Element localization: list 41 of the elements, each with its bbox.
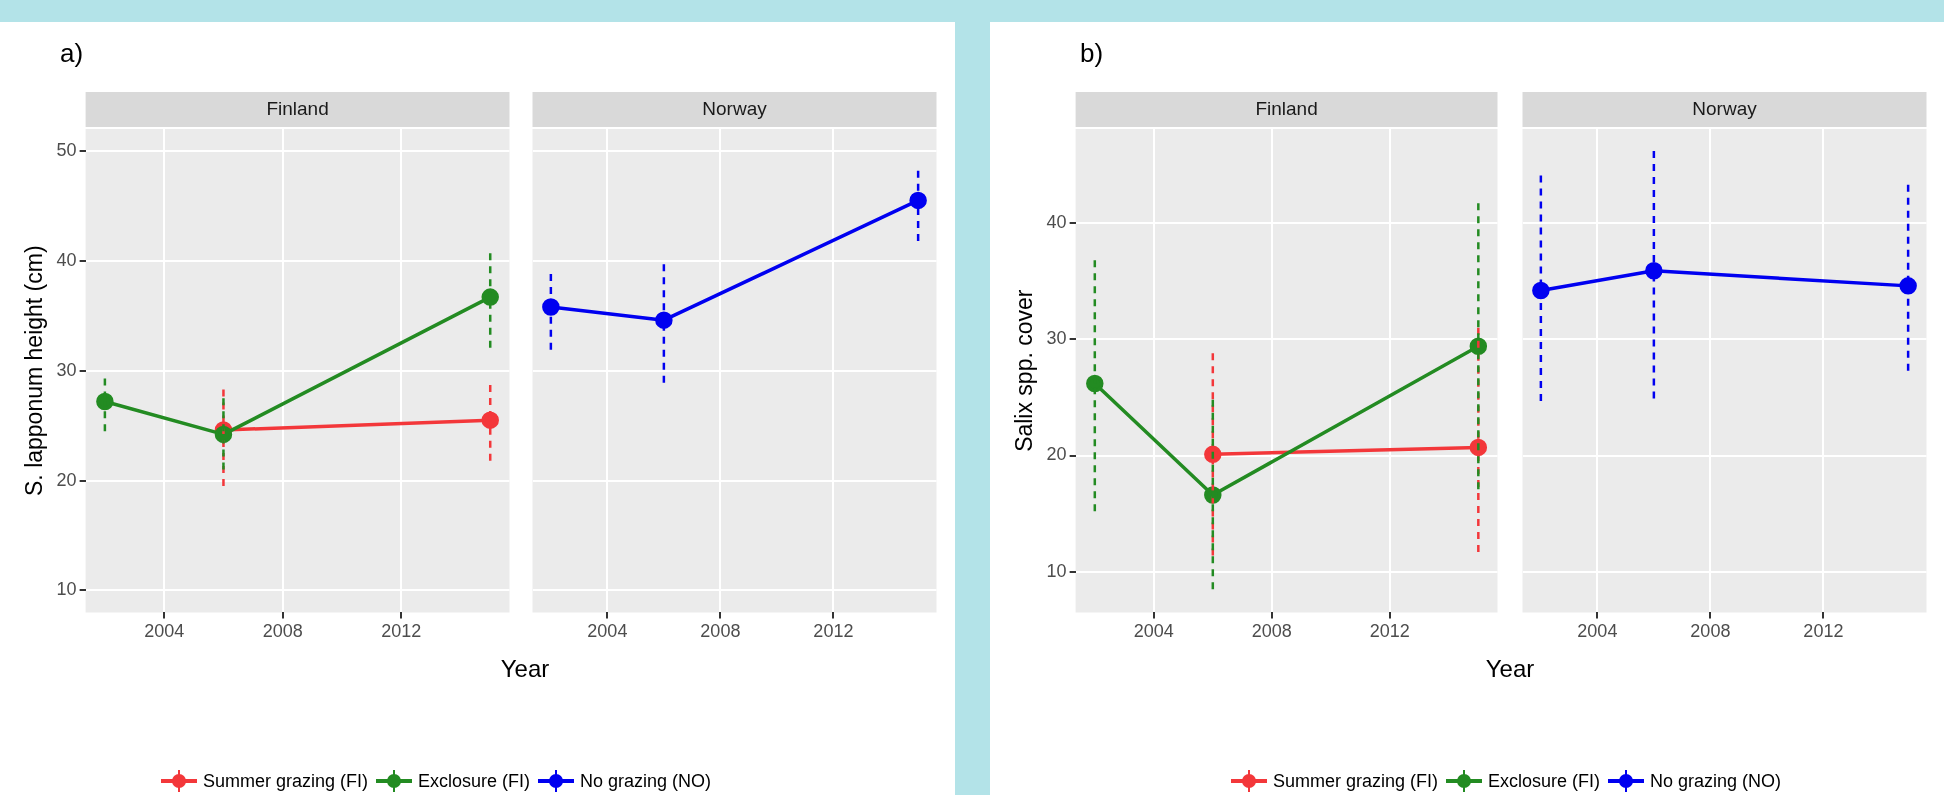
y-tick-label: 40 xyxy=(1046,212,1067,233)
chart-title: Finland xyxy=(266,98,329,120)
x-tick-label: 2012 xyxy=(381,621,422,642)
x-axis-title: Year xyxy=(1484,655,1536,683)
point xyxy=(481,288,499,306)
y-tick-label: 30 xyxy=(56,359,77,380)
x-tick-label: 2004 xyxy=(1577,621,1618,642)
y-tick-label: 30 xyxy=(1046,328,1067,349)
y-tick-label: 20 xyxy=(56,469,77,490)
y-tick-label: 10 xyxy=(56,579,77,600)
x-tick-label: 2004 xyxy=(144,621,185,642)
x-tick-label: 2012 xyxy=(1369,621,1410,642)
x-tick-label: 2008 xyxy=(262,621,303,642)
x-tick-label: 2008 xyxy=(700,621,741,642)
y-tick-label: 10 xyxy=(1046,560,1067,581)
x-axis-title: Year xyxy=(499,655,551,683)
legend-label: Exclosure (FI) xyxy=(1487,770,1601,792)
x-tick-label: 2008 xyxy=(1251,621,1292,642)
x-tick-label: 2008 xyxy=(1690,621,1731,642)
x-tick-label: 2004 xyxy=(1133,621,1174,642)
chart-title: Norway xyxy=(702,98,768,120)
y-tick-label: 20 xyxy=(1046,444,1067,465)
legend-label: No grazing (NO) xyxy=(1650,770,1782,792)
legend-label: No grazing (NO) xyxy=(580,770,712,792)
point xyxy=(96,392,114,411)
chart-title: Norway xyxy=(1692,98,1758,120)
legend-label: Exclosure (FI) xyxy=(417,770,531,792)
x-tick-label: 2004 xyxy=(587,621,628,642)
legend-label: Summer grazing (FI) xyxy=(202,770,368,792)
x-tick-label: 2012 xyxy=(1803,621,1844,642)
y-axis-title: S. lapponum height (cm) xyxy=(21,245,48,496)
y-axis-title: Salix spp. cover xyxy=(1011,289,1038,452)
point xyxy=(481,411,499,429)
chart-title: Finland xyxy=(1255,98,1318,120)
legend-label: Summer grazing (FI) xyxy=(1272,770,1438,792)
text: b) xyxy=(1080,38,1104,69)
y-tick-label: 50 xyxy=(56,139,77,160)
y-tick-label: 40 xyxy=(56,249,77,270)
text: a) xyxy=(60,38,84,69)
point xyxy=(1086,374,1104,393)
x-tick-label: 2012 xyxy=(813,621,854,642)
